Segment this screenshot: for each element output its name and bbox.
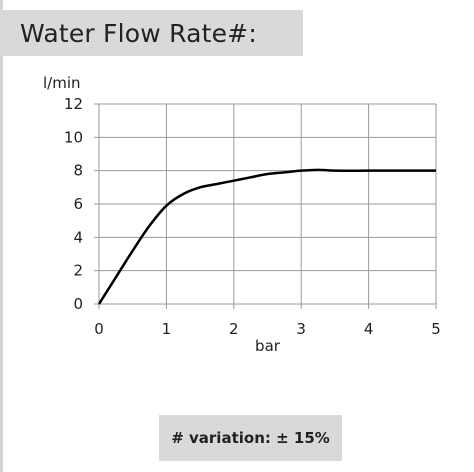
x-tick-label: 0 — [94, 320, 104, 338]
x-tick-label: 5 — [431, 320, 441, 338]
flow-rate-series-line — [97, 168, 436, 305]
y-axis-label: l/min — [43, 74, 81, 92]
footnote-banner: # variation: ± 15% — [159, 415, 342, 461]
y-tick-label: 10 — [64, 128, 83, 146]
left-edge-rule — [0, 0, 3, 472]
x-tick-label: 2 — [229, 320, 239, 338]
y-tick-label: 8 — [73, 162, 83, 180]
y-tick-label: 0 — [73, 295, 83, 313]
chart-title: Water Flow Rate#: — [20, 18, 257, 48]
y-tick-label: 2 — [73, 262, 83, 280]
x-tick-label: 1 — [162, 320, 172, 338]
x-tick-label: 3 — [296, 320, 306, 338]
y-tick-label: 4 — [73, 228, 83, 246]
title-banner: Water Flow Rate#: — [0, 10, 303, 56]
x-axis-label: bar — [255, 337, 281, 355]
y-tick-label: 12 — [64, 95, 83, 113]
variation-note: # variation: ± 15% — [171, 429, 330, 447]
y-tick-label: 6 — [73, 195, 83, 213]
x-tick-label: 4 — [364, 320, 374, 338]
